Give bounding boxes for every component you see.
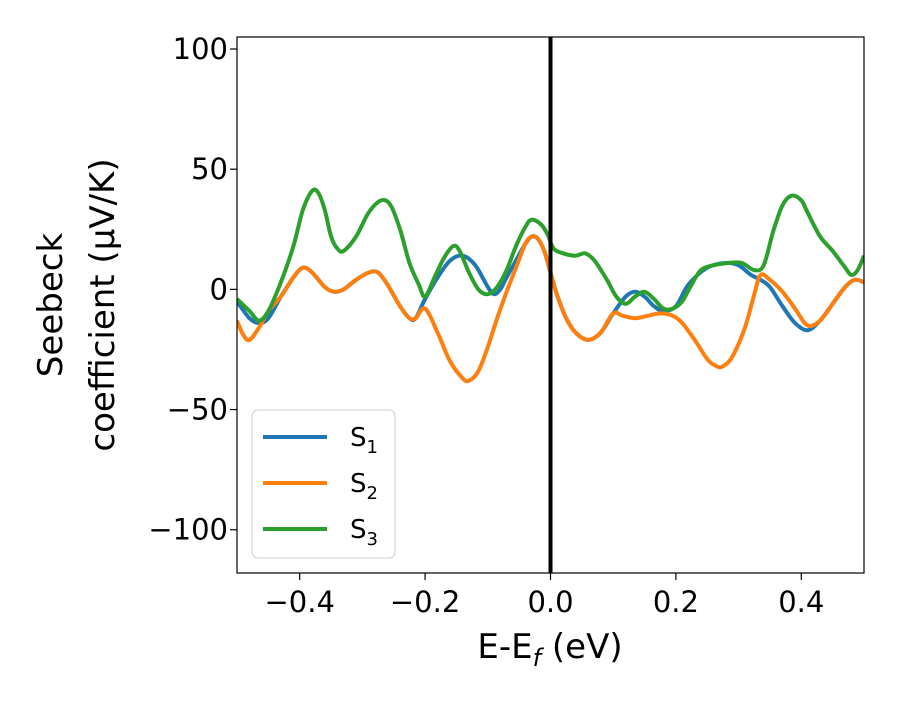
x-axis: −0.4 −0.2 0.0 0.2 0.4	[264, 573, 824, 619]
series-layer	[237, 187, 864, 384]
y-axis: −100 −50 0 50 100	[148, 32, 237, 547]
x-tick-label: 0.2	[653, 585, 699, 619]
legend-label-s1: S1	[350, 423, 378, 458]
x-tick-label: 0.4	[778, 585, 824, 619]
legend-label-s3: S3	[350, 515, 378, 550]
y-tick-label: 50	[191, 152, 228, 186]
y-axis-label-line1: Seebeck	[31, 233, 71, 378]
y-axis-label-line2: coefficient (μV/K)	[83, 158, 123, 451]
legend: S1 S2 S3	[251, 409, 396, 559]
series-line-s2	[237, 234, 864, 384]
series-line-s3	[237, 187, 864, 323]
y-tick-label: −100	[148, 513, 228, 547]
x-tick-label: 0.0	[527, 585, 573, 619]
legend-label-s2: S2	[350, 469, 378, 504]
x-tick-label: −0.4	[264, 585, 334, 619]
y-tick-label: 100	[173, 32, 228, 66]
y-axis-label: Seebeck coefficient (μV/K)	[31, 158, 123, 451]
x-tick-label: −0.2	[390, 585, 460, 619]
y-tick-label: 0	[210, 272, 228, 306]
x-axis-label: E-Ef (eV)	[477, 627, 622, 672]
y-tick-label: −50	[167, 393, 228, 427]
